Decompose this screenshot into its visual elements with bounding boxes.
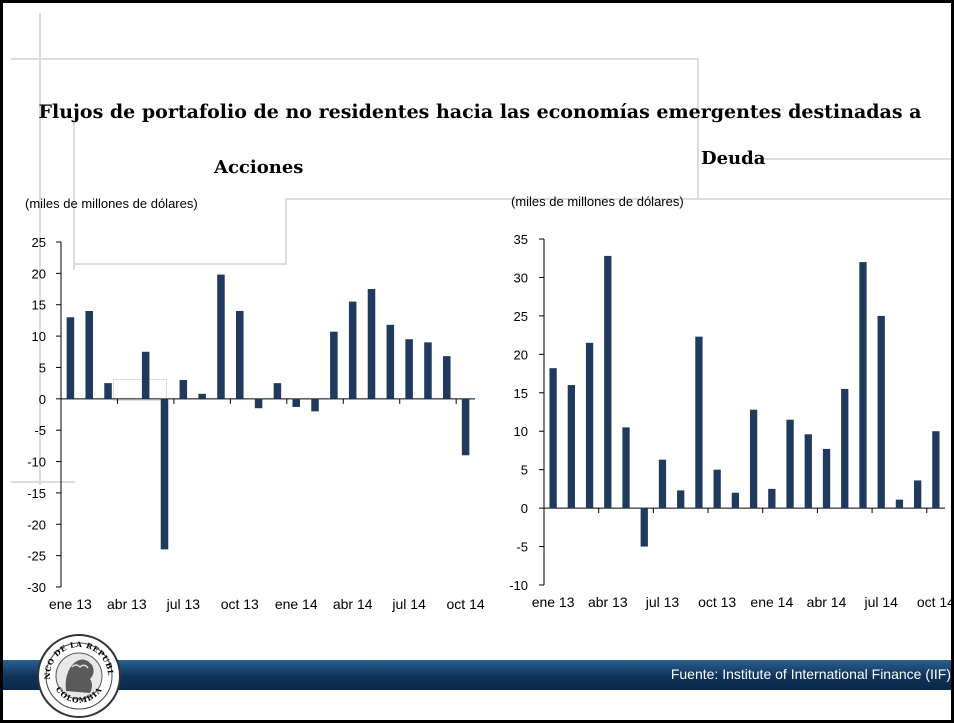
y-tick-label: 0 — [521, 501, 528, 516]
x-tick-label: ene 14 — [275, 596, 318, 612]
unit-label-deuda: (miles de millones de dólares) — [511, 194, 684, 209]
bar-feb-13 — [567, 385, 575, 509]
x-tick-label: abr 14 — [807, 594, 847, 610]
y-tick-label: -10 — [27, 455, 46, 470]
x-tick-label: jul 14 — [863, 594, 898, 610]
bar-ene-13 — [66, 317, 75, 399]
y-tick-label: 25 — [32, 235, 46, 250]
bar-mar-14 — [804, 434, 812, 509]
x-tick-label: oct 14 — [447, 596, 485, 612]
bar-mar-14 — [330, 331, 338, 399]
bar-jul-13 — [179, 380, 188, 399]
bar-abr-14 — [348, 301, 357, 399]
bar-jul-14 — [405, 339, 413, 399]
y-tick-label: 10 — [32, 329, 46, 344]
y-tick-label: 0 — [39, 392, 46, 407]
x-tick-label: ene 13 — [49, 596, 92, 612]
y-tick-label: 15 — [514, 386, 528, 401]
decor-line — [39, 13, 41, 485]
bar-sep-14 — [443, 356, 451, 399]
x-tick-label: jul 13 — [166, 596, 201, 612]
source-text: Fuente: Institute of International Finan… — [670, 666, 951, 682]
bar-mar-13 — [585, 342, 594, 509]
bar-dic-13 — [273, 383, 282, 399]
bar-jul-13 — [658, 459, 667, 509]
y-tick-label: -25 — [27, 549, 46, 564]
unit-label-acciones: (miles de millones de dólares) — [25, 196, 198, 211]
footer-band: Fuente: Institute of International Finan… — [3, 660, 951, 690]
x-tick-label: ene 14 — [750, 594, 793, 610]
bar-abr-14 — [822, 448, 831, 509]
bar-ago-13 — [677, 490, 685, 509]
x-tick-label: abr 13 — [107, 596, 147, 612]
bar-jul-14 — [877, 315, 885, 509]
y-tick-label: -20 — [27, 517, 46, 532]
y-tick-label: 15 — [32, 298, 46, 313]
bar-ago-14 — [895, 499, 904, 509]
y-tick-label: 20 — [32, 266, 46, 281]
bar-may-13 — [141, 351, 150, 399]
y-tick-label: -10 — [509, 578, 528, 593]
x-tick-label: abr 13 — [588, 594, 628, 610]
bar-abr-13 — [604, 255, 612, 509]
decor-line — [73, 118, 75, 270]
bar-ene-14 — [768, 488, 776, 509]
banco-republica-seal-logo: BANCO DE LA REPUBLICA COLOMBIA — [36, 633, 121, 718]
y-tick-label: 10 — [514, 424, 528, 439]
bar-jun-13 — [640, 508, 648, 547]
bar-oct-13 — [713, 469, 721, 509]
x-tick-label: oct 14 — [917, 594, 954, 610]
bar-feb-14 — [311, 398, 319, 412]
bar-feb-14 — [786, 419, 794, 509]
bar-dic-13 — [749, 409, 758, 509]
x-tick-label: oct 13 — [221, 596, 259, 612]
bar-nov-13 — [254, 398, 263, 409]
bar-ene-14 — [292, 398, 300, 407]
bar-ago-13 — [198, 393, 206, 399]
bar-feb-13 — [85, 311, 93, 399]
bar-jun-14 — [386, 324, 395, 399]
bar-jun-14 — [859, 262, 867, 509]
y-tick-label: 25 — [514, 309, 528, 324]
y-tick-label: 5 — [39, 360, 46, 375]
decor-line — [73, 263, 287, 265]
bar-oct-13 — [236, 311, 244, 399]
bar-may-13 — [622, 427, 630, 509]
y-tick-label: 5 — [521, 463, 528, 478]
main-title: Flujos de portafolio de no residentes ha… — [38, 101, 922, 123]
decor-box — [113, 379, 167, 401]
y-tick-label: -5 — [516, 540, 528, 555]
bar-ago-14 — [424, 342, 432, 399]
y-tick-label: 20 — [514, 347, 528, 362]
bar-sep-14 — [914, 480, 922, 509]
y-tick-label: 35 — [514, 232, 528, 247]
bar-mar-13 — [104, 383, 112, 399]
x-tick-label: ene 13 — [532, 594, 575, 610]
x-tick-label: oct 13 — [698, 594, 736, 610]
bar-jun-13 — [160, 398, 169, 550]
chart-title-acciones: Acciones — [214, 157, 304, 178]
bar-may-14 — [367, 289, 376, 399]
x-tick-label: jul 14 — [391, 596, 426, 612]
bar-oct-14 — [932, 431, 940, 509]
bar-oct-14 — [461, 398, 470, 456]
decor-line — [11, 481, 75, 483]
y-tick-label: -15 — [27, 486, 46, 501]
decor-line — [763, 158, 951, 160]
chart-title-deuda: Deuda — [701, 148, 766, 169]
bar-ene-13 — [549, 368, 557, 509]
x-tick-label: jul 13 — [645, 594, 680, 610]
bar-sep-13 — [695, 336, 703, 509]
deuda-bar-chart: 35 30 25 20 15 10 5 0 -5 -10 ene 13 abr 13 jul 13 oct… — [509, 232, 954, 610]
bar-nov-13 — [731, 492, 740, 509]
decor-line — [285, 198, 951, 200]
y-tick-label: -30 — [27, 580, 46, 595]
y-tick-label: -5 — [34, 423, 46, 438]
x-tick-label: abr 14 — [333, 596, 373, 612]
bar-may-14 — [841, 388, 849, 509]
y-tick-label: 30 — [514, 270, 528, 285]
bar-sep-13 — [217, 274, 225, 399]
